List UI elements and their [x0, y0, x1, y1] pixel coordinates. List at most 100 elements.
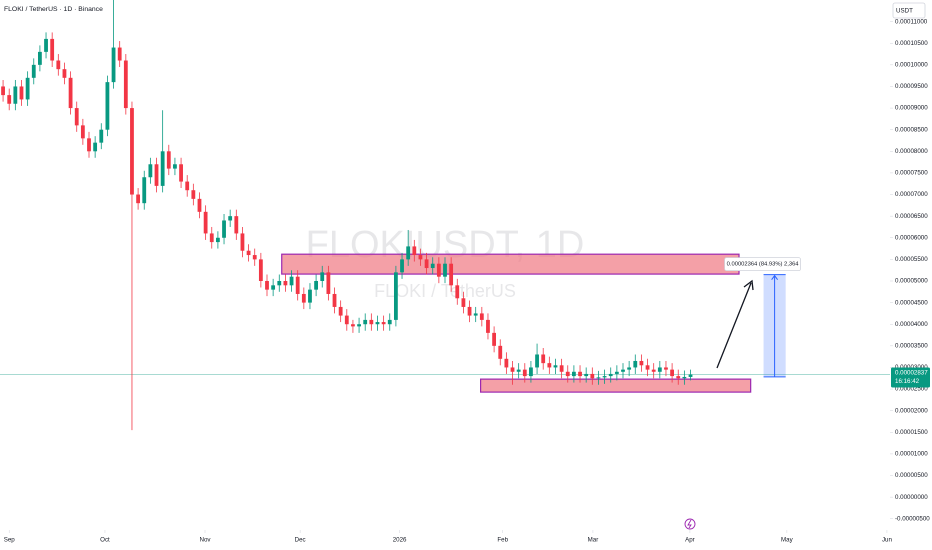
measure-label-box	[724, 257, 802, 272]
y-tick-label: 0.00005500	[895, 256, 928, 263]
candle-body	[234, 216, 239, 234]
candle-body	[400, 259, 404, 273]
candle-body	[197, 198, 202, 212]
last-price-tag	[891, 367, 930, 388]
x-tick-label: 2026	[393, 537, 407, 544]
candle-body	[203, 211, 208, 234]
candle-body	[154, 164, 159, 186]
watermark-subtitle: FLOKI / TetherUS	[374, 281, 516, 301]
candle-body	[479, 313, 484, 320]
candle-body	[74, 108, 79, 126]
candle-body	[657, 367, 662, 372]
candle-body	[614, 371, 619, 374]
candle-body	[578, 371, 582, 377]
candle-body	[277, 280, 282, 286]
y-tick-label: 0.00009500	[895, 83, 928, 90]
candle-body	[222, 220, 226, 238]
candle-body	[344, 315, 349, 325]
candle-body	[406, 246, 411, 260]
candle-body	[492, 332, 497, 346]
y-tick-label: 0.00006000	[895, 234, 928, 241]
candle-body	[670, 369, 675, 377]
candle-body	[37, 51, 42, 65]
x-tick-label: Apr	[685, 537, 695, 544]
candle-body	[436, 263, 441, 277]
candle-body	[320, 272, 325, 281]
y-tick-label: 0.00001000	[895, 451, 928, 458]
zone	[480, 378, 752, 393]
candle-body	[596, 377, 601, 379]
zone	[281, 253, 740, 275]
y-tick-label: 0.00002000	[895, 407, 928, 414]
candle-body	[608, 373, 613, 377]
candle-body	[289, 276, 294, 286]
candle-body	[584, 373, 589, 377]
candle-body	[387, 319, 392, 325]
candle-body	[676, 376, 681, 379]
candle-body	[351, 324, 355, 327]
candle-body	[326, 272, 331, 294]
candle-body	[559, 365, 564, 372]
candle-body	[504, 358, 509, 368]
candle-body	[393, 272, 398, 320]
x-tick-label: Feb	[497, 537, 508, 544]
candle-body	[418, 255, 423, 260]
candle-body	[99, 129, 104, 143]
candle-body	[160, 151, 165, 186]
candle-body	[246, 250, 251, 256]
event-icon-bolt	[687, 519, 692, 529]
y-tick-label: 0.00005000	[895, 278, 928, 285]
candle-body	[565, 371, 570, 377]
candle-body	[461, 298, 466, 307]
candle-body	[590, 373, 595, 379]
candle-body	[240, 233, 245, 251]
candle-body	[25, 77, 30, 100]
candle-body	[516, 369, 521, 372]
y-tick-label: 0.00006500	[895, 213, 928, 220]
candle-body	[13, 86, 18, 104]
candle-body	[522, 369, 527, 377]
candle-body	[265, 280, 269, 290]
candle-body	[19, 86, 24, 100]
candle-body	[68, 77, 73, 109]
candle-body	[283, 280, 288, 286]
candle-body	[142, 177, 147, 204]
candle-body	[443, 263, 447, 277]
last-price-label: 0.00002837	[895, 370, 928, 377]
candle-body	[314, 280, 319, 290]
candle-body	[62, 69, 67, 78]
candle-body	[80, 125, 85, 139]
candle-body	[7, 95, 12, 104]
candle-body	[258, 259, 263, 281]
y-tick-label: 0.00011000	[895, 18, 928, 25]
candle-body	[301, 293, 306, 303]
candle-body	[467, 306, 472, 316]
candle-body	[117, 47, 122, 61]
candle-body	[602, 376, 607, 378]
candle-body	[271, 285, 276, 290]
candle-body	[473, 313, 478, 316]
y-tick-label: 0.00002500	[895, 386, 928, 393]
y-tick-label: 0.00008500	[895, 126, 928, 133]
y-tick-label: 0.00007500	[895, 170, 928, 177]
candle-body	[130, 108, 134, 195]
currency-box[interactable]	[892, 2, 926, 19]
candle-body	[123, 60, 128, 109]
chart-title: FLOKI / TetherUS · 1D · Binance	[4, 6, 103, 13]
candle-body	[455, 285, 460, 299]
candle-body	[430, 263, 435, 269]
candle-body	[50, 38, 55, 61]
candle-body	[228, 216, 233, 221]
y-tick-label: 0.00010000	[895, 61, 928, 68]
x-tick-label: Sep	[4, 537, 16, 544]
candle-body	[191, 190, 196, 199]
currency: USDT	[896, 8, 913, 15]
candle-body	[621, 369, 625, 372]
candle-body	[541, 354, 546, 364]
candle-body	[111, 47, 116, 83]
candle-body	[215, 237, 220, 243]
event-icon[interactable]	[684, 518, 696, 530]
y-tick-label: 0.00004000	[895, 321, 928, 328]
